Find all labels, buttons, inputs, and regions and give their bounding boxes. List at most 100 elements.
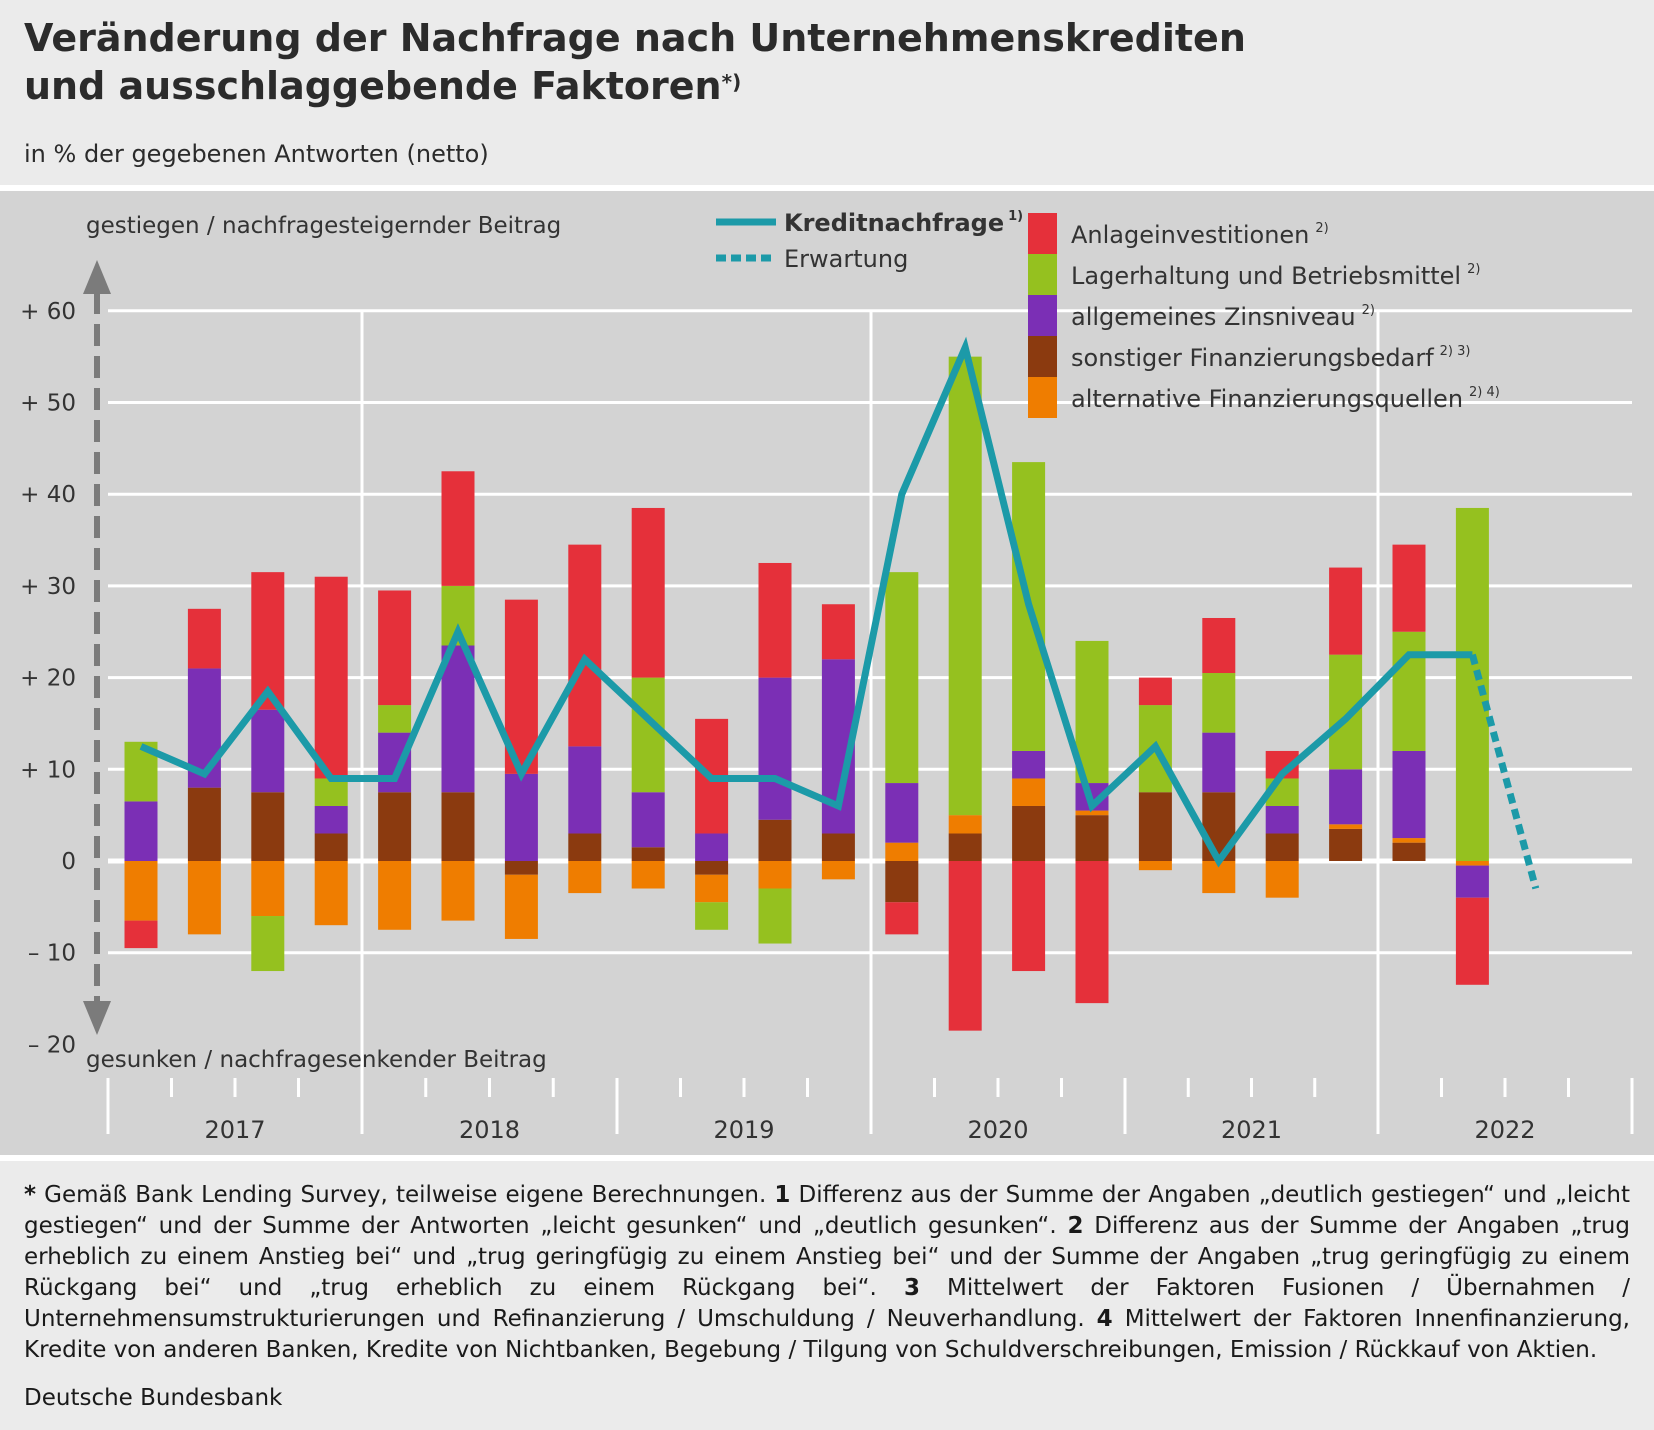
bar-segment <box>885 842 919 861</box>
bar-segment <box>948 833 982 861</box>
legend-bar-series: Anlageinvestitionen 2) Lagerhaltung und Be… <box>1028 213 1500 418</box>
credit-demand-line <box>139 336 1540 890</box>
y-tick-label: + 50 <box>20 391 76 417</box>
bar-segment <box>758 861 792 889</box>
bar-segment <box>1138 861 1172 871</box>
bar-segment <box>1265 833 1299 861</box>
y-tick-label: + 20 <box>20 666 76 692</box>
bar-segment <box>1329 824 1363 829</box>
title-line-2: und ausschlaggebende Faktoren <box>24 64 722 108</box>
chart-area: + 60 + 50 + 40 + 30 + 20 + 10 0– 10– 20 2017 20… <box>0 191 1654 1155</box>
credit-demand-polyline <box>139 336 1473 868</box>
bar-segment <box>1138 792 1172 861</box>
title-line-1: Veränderung der Nachfrage nach Unternehm… <box>24 16 1246 60</box>
bar-segment <box>1455 861 1489 866</box>
y-tick-label: – 20 <box>28 1032 76 1058</box>
y-tick-label: + 30 <box>20 574 76 600</box>
legend-swatch <box>1028 213 1057 254</box>
bar-segment <box>378 590 412 706</box>
bar-segment <box>1455 897 1489 985</box>
bar-segment <box>568 861 602 894</box>
source-credit: Deutsche Bundesbank <box>24 1385 283 1411</box>
bar-segment <box>758 677 792 820</box>
bar-segment <box>631 677 665 793</box>
bar-segment <box>1202 732 1236 793</box>
y-tick-label: + 10 <box>20 757 76 783</box>
legend-swatch <box>1028 377 1057 418</box>
bar-segment <box>314 778 348 806</box>
legend-swatch <box>1028 295 1057 336</box>
legend-label: Lagerhaltung und Betriebsmittel 2) <box>1071 262 1480 290</box>
legend-label: alternative Finanzierungsquellen 2) 4) <box>1071 385 1500 413</box>
bar-segment <box>948 815 982 834</box>
bar-segment <box>314 861 348 926</box>
legend-expectation-label: Erwartung <box>784 245 908 273</box>
legend-swatch <box>1028 254 1057 295</box>
bar-segment <box>885 861 919 903</box>
legend-label: sonstiger Finanzierungsbedarf 2) 3) <box>1071 344 1470 372</box>
bar-segment <box>1012 805 1046 861</box>
legend: Kreditnachfrage 1) Erwartung Anlageinvest… <box>716 209 1500 418</box>
bar-segment <box>1329 828 1363 861</box>
bar-segment <box>1265 861 1299 898</box>
footnote: * Gemäß Bank Lending Survey, teilweise e… <box>24 1182 1630 1363</box>
y-tick-label: + 60 <box>20 299 76 325</box>
year-label: 2019 <box>713 1116 774 1144</box>
year-label: 2021 <box>1221 1116 1282 1144</box>
bar-segment <box>314 576 348 779</box>
arrow-down-icon <box>83 1001 111 1035</box>
y-tick-label: + 40 <box>20 482 76 508</box>
title-mark: *) <box>721 70 742 94</box>
bar-segment <box>1012 861 1046 972</box>
gridlines <box>108 309 1632 1134</box>
bar-segment <box>821 861 855 880</box>
bar-segment <box>758 888 792 944</box>
bar-segment <box>1392 544 1426 632</box>
bar-segment <box>504 861 538 875</box>
bar-segment <box>1138 677 1172 706</box>
chart-svg: + 60+ 50+ 40+ 30+ 20+ 100– 10– 20 2017 20… <box>20 209 1634 1144</box>
bar-segment <box>821 833 855 861</box>
bar-segment <box>1202 673 1236 733</box>
year-label: 2022 <box>1474 1116 1535 1144</box>
chart-subtitle: in % der gegebenen Antworten (netto) <box>24 140 489 168</box>
bar-segment <box>948 861 982 1031</box>
y-tick-label: – 10 <box>28 941 76 967</box>
bar-segment <box>1012 778 1046 806</box>
bar-segment <box>1392 750 1426 839</box>
bar-segment <box>1329 567 1363 655</box>
legend-line-label: Kreditnachfrage 1) <box>784 209 1023 237</box>
bars <box>124 356 1489 1031</box>
bar-segment <box>378 792 412 861</box>
bar-segment <box>758 819 792 861</box>
bottom-divider <box>0 1155 1654 1161</box>
bar-segment <box>631 847 665 861</box>
bar-segment <box>441 471 475 586</box>
legend-swatch <box>1028 336 1057 377</box>
bar-segment <box>378 861 412 930</box>
bar-segment <box>124 801 158 861</box>
bar-segment <box>504 874 538 939</box>
bar-segment <box>1075 815 1109 861</box>
bar-segment <box>631 507 665 678</box>
top-divider <box>0 185 1654 191</box>
chart-title: Veränderung der Nachfrage nach Unternehm… <box>24 14 1246 110</box>
year-label: 2020 <box>967 1116 1028 1144</box>
bar-segment <box>378 705 412 733</box>
bar-segment <box>441 792 475 861</box>
y-tick-label: 0 <box>61 849 76 875</box>
bar-segment <box>1392 838 1426 843</box>
bar-segment <box>441 861 475 921</box>
year-label: 2018 <box>459 1116 520 1144</box>
bar-segment <box>1075 810 1109 816</box>
bar-segment <box>631 792 665 848</box>
bar-segment <box>1202 617 1236 674</box>
bar-segment <box>251 916 285 972</box>
bar-segment <box>1075 861 1109 1004</box>
bar-segment <box>948 356 982 816</box>
bar-segment <box>821 604 855 660</box>
bar-segment <box>124 861 158 921</box>
y-tick-labels: + 60 + 50 + 40 + 30 + 20 + 10 0 – 10 – 20 <box>20 299 76 1059</box>
bar-segment <box>885 783 919 843</box>
bar-segment <box>314 833 348 861</box>
